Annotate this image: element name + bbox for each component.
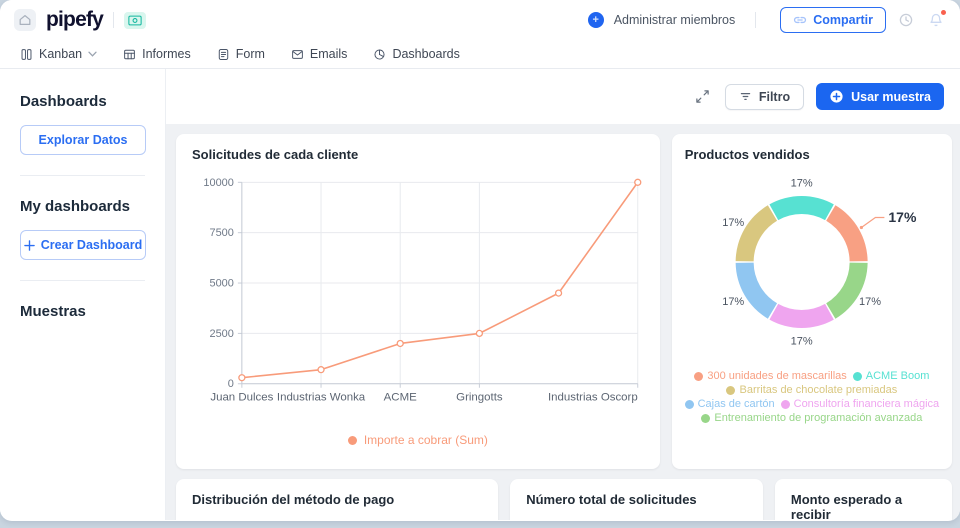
nav-item-dashboards[interactable]: Dashboards <box>373 47 460 61</box>
top-bar: pipefy + Administrar miembros Compartir <box>0 0 960 40</box>
admin-members-link[interactable]: Administrar miembros <box>613 13 736 27</box>
link-icon <box>794 16 807 24</box>
svg-text:17%: 17% <box>722 296 744 308</box>
svg-text:0: 0 <box>228 378 234 390</box>
legend-dot <box>684 399 694 409</box>
expected-amount-card: Monto esperado a recibir Importe a cobra… <box>774 479 952 520</box>
home-button[interactable] <box>14 9 36 31</box>
filter-icon <box>740 93 751 100</box>
line-chart-svg: 0 2500 5000 7500 10000 Juan Dulces Industrias … <box>203 177 642 404</box>
total-requests-card: Número total de solicitudes <box>510 479 763 520</box>
expand-button[interactable] <box>693 87 713 107</box>
explore-data-button[interactable]: Explorar Datos <box>20 125 146 155</box>
money-icon <box>128 15 142 25</box>
svg-text:2500: 2500 <box>210 328 234 340</box>
home-icon <box>19 15 31 25</box>
billing-badge[interactable] <box>124 11 147 29</box>
divider <box>20 280 145 281</box>
donut-chart-svg: 17% 17% 17% 17% 17% 17% <box>722 178 917 348</box>
svg-text:17%: 17% <box>790 178 812 190</box>
svg-text:7500: 7500 <box>210 227 234 239</box>
kanban-icon <box>21 48 32 60</box>
history-icon <box>899 13 913 27</box>
legend-dot <box>694 371 704 381</box>
dashboard-content: Solicitudes de cada cliente 0 2500 5000 750… <box>166 124 960 520</box>
svg-text:17%: 17% <box>859 296 881 308</box>
legend-dot <box>347 435 357 445</box>
dashboard-toolbar: Filtro Usar muestra <box>166 69 960 124</box>
filter-button[interactable]: Filtro <box>724 83 805 110</box>
dashboard-icon <box>374 48 385 60</box>
line-chart-title: Solicitudes de cada cliente <box>192 147 359 162</box>
legend-dot <box>852 371 862 381</box>
donut-chart-card: Productos vendidos 17% 17% 17% 17% 17% 17% 30… <box>671 134 952 469</box>
svg-text:Industrias Wonka: Industrias Wonka <box>277 392 366 404</box>
plus-icon <box>24 239 35 251</box>
svg-text:ACME: ACME <box>384 392 417 404</box>
pipefy-logo: pipefy <box>46 8 104 31</box>
nav-item-kanban[interactable]: Kanban <box>20 47 97 61</box>
pipe-nav-bar: Kanban Informes Form Emails Dashboards <box>0 40 960 69</box>
svg-text:5000: 5000 <box>210 278 234 290</box>
nav-item-form[interactable]: Form <box>217 47 265 61</box>
avatar[interactable]: + <box>587 12 604 28</box>
plus-circle-icon <box>830 90 843 103</box>
samples-title: Muestras <box>20 303 86 320</box>
nav-item-informes[interactable]: Informes <box>123 47 191 61</box>
svg-text:17%: 17% <box>888 209 917 225</box>
line-chart-card: Solicitudes de cada cliente 0 2500 5000 750… <box>176 134 660 469</box>
svg-text:Industrias Oscorp: Industrias Oscorp <box>548 392 638 404</box>
legend-row: Entrenamiento de programación avanzada <box>685 411 939 425</box>
bell-icon <box>930 13 942 27</box>
share-button[interactable]: Compartir <box>780 7 886 33</box>
dashboards-sidebar: Dashboards Explorar Datos My dashboards … <box>0 69 166 520</box>
expand-icon <box>696 90 710 103</box>
legend-item[interactable]: Cajas de cartón <box>684 398 775 410</box>
legend-dot <box>701 413 711 423</box>
legend-row: 300 unidades de mascarillas ACME Boom <box>685 369 939 383</box>
divider <box>113 12 115 28</box>
legend-item[interactable]: 300 unidades de mascarillas <box>694 370 847 382</box>
svg-text:17%: 17% <box>790 336 812 348</box>
create-dashboard-button[interactable]: Crear Dashboard <box>20 230 146 260</box>
nav-item-emails[interactable]: Emails <box>291 47 347 61</box>
history-button[interactable] <box>896 10 916 30</box>
legend-item[interactable]: Entrenamiento de programación avanzada <box>701 412 922 424</box>
legend-label: Importe a cobrar (Sum) <box>363 433 488 447</box>
email-icon <box>292 49 303 59</box>
divider <box>755 12 757 28</box>
card-title: Distribución del método de pago <box>192 492 395 507</box>
card-title: Monto esperado a recibir <box>790 492 903 520</box>
legend-item[interactable]: ACME Boom <box>852 370 929 382</box>
chevron-down-icon <box>88 51 97 57</box>
form-icon <box>218 48 228 60</box>
legend-dot <box>780 399 790 409</box>
my-dashboards-title: My dashboards <box>20 198 131 215</box>
card-title: Número total de solicitudes <box>526 492 697 507</box>
divider <box>20 175 145 176</box>
svg-text:10000: 10000 <box>203 177 233 189</box>
sidebar-title: Dashboards <box>20 93 107 110</box>
legend-item[interactable]: Consultoría financiera mágica <box>780 398 939 410</box>
payment-method-card: Distribución del método de pago <box>176 479 499 520</box>
legend-dot <box>726 385 736 395</box>
legend-item[interactable]: Barritas de chocolate premiadas <box>726 384 897 396</box>
donut-chart-title: Productos vendidos <box>684 147 810 162</box>
notification-dot <box>941 10 946 15</box>
legend-row: Cajas de cartón Consultoría financiera má… <box>684 397 939 411</box>
svg-text:17%: 17% <box>722 217 744 229</box>
svg-text:Juan Dulces: Juan Dulces <box>210 392 273 404</box>
svg-text:Gringotts: Gringotts <box>456 392 503 404</box>
line-chart-legend[interactable]: Importe a cobrar (Sum) <box>192 433 644 447</box>
notifications-button[interactable] <box>926 10 946 30</box>
legend-row: Barritas de chocolate premiadas <box>685 383 939 397</box>
donut-chart-legend: 300 unidades de mascarillas ACME Boom Barr… <box>684 369 939 425</box>
table-icon <box>124 49 135 59</box>
use-sample-button[interactable]: Usar muestra <box>816 83 944 110</box>
